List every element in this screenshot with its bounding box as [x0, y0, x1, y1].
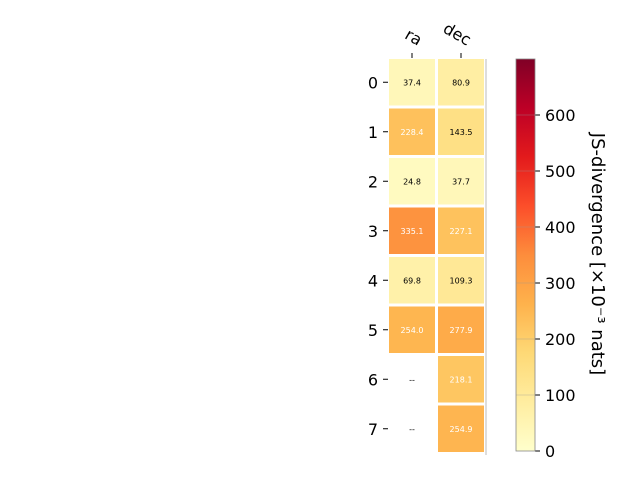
cell-value-label: 109.3 [450, 276, 473, 285]
colorbar-gradient [516, 59, 535, 451]
cell-value-label: 254.0 [401, 326, 424, 335]
colorbar-tick-label: 300 [545, 274, 576, 293]
heatmap-cell [438, 405, 484, 452]
row-tick-label: 6 [368, 370, 378, 389]
heatmap-cell [389, 207, 435, 254]
heatmap-cell [389, 306, 435, 353]
cell-value-label: 254.9 [450, 425, 473, 434]
heatmap-cell [438, 207, 484, 254]
colorbar-tick-label: 100 [545, 386, 576, 405]
row-tick-label: 2 [368, 172, 378, 191]
row-tick-label: 3 [368, 222, 378, 241]
missing-cell-label: -- [409, 375, 415, 384]
heatmap-cell [438, 59, 484, 106]
colorbar-label: JS-divergence [×10⁻³ nats] [587, 132, 608, 375]
cell-value-label: 277.9 [450, 326, 473, 335]
colorbar-tick-label: 0 [545, 442, 555, 461]
row-tick-label: 7 [368, 420, 378, 439]
heatmap-cell [438, 108, 484, 155]
row-tick-label: 0 [368, 73, 378, 92]
heatmap-cell [389, 158, 435, 205]
cell-value-label: 24.8 [403, 177, 421, 186]
heatmap-cell [438, 257, 484, 304]
column-axis: ra dec [402, 19, 475, 58]
colorbar-frame [515, 58, 536, 452]
row-axis: 0 1 2 3 4 5 6 7 [368, 73, 388, 439]
heatmap-cells: 37.4 80.9 228.4 143.5 24.8 37.7 335.1 227.1 69.8… [389, 59, 487, 455]
heatmap-cell [438, 306, 484, 353]
cell-value-label: 228.4 [401, 128, 424, 137]
colorbar-tick-label: 400 [545, 218, 576, 237]
column-tick-label: ra [402, 25, 426, 50]
cell-value-label: 37.4 [403, 78, 421, 87]
colorbar-tick-label: 600 [545, 106, 576, 125]
row-tick-label: 1 [368, 123, 378, 142]
cell-value-label: 218.1 [450, 375, 473, 384]
heatmap-cell [389, 59, 435, 106]
cell-value-label: 69.8 [403, 276, 421, 285]
row-tick-label: 4 [368, 271, 378, 290]
heatmap-cell [389, 257, 435, 304]
heatmap-cell [438, 356, 484, 403]
missing-cell-label: -- [409, 425, 415, 434]
heatmap-cell [389, 108, 435, 155]
cell-value-label: 335.1 [401, 227, 424, 236]
colorbar-tick-label: 200 [545, 330, 576, 349]
row-tick-label: 5 [368, 321, 378, 340]
cell-value-label: 143.5 [450, 128, 473, 137]
column-tick-label: dec [440, 19, 474, 50]
heatmap-cell [438, 158, 484, 205]
colorbar-tick-label: 500 [545, 162, 576, 181]
cell-value-label: 37.7 [452, 177, 470, 186]
cell-value-label: 80.9 [452, 78, 470, 87]
cell-value-label: 227.1 [450, 227, 473, 236]
colorbar: 0 100 200 300 400 500 600 [515, 58, 576, 461]
